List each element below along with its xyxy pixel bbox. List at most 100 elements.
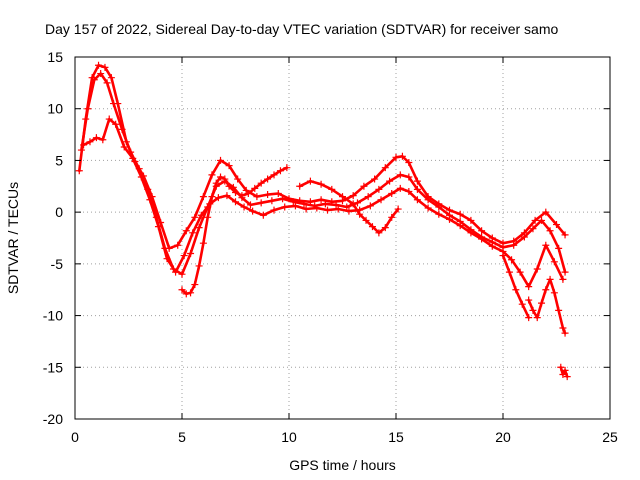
- data-point-marker: [557, 363, 565, 371]
- data-point-marker: [189, 229, 197, 237]
- data-point-marker: [195, 262, 203, 270]
- y-tick-label: -15: [43, 359, 63, 375]
- data-point-marker: [283, 164, 291, 172]
- data-point-marker: [510, 241, 518, 249]
- data-point-marker: [84, 105, 92, 113]
- data-point-marker: [559, 324, 567, 332]
- data-point-marker: [182, 290, 190, 298]
- data-point-marker: [80, 141, 88, 149]
- data-point-marker: [388, 213, 396, 221]
- data-point-marker: [559, 275, 567, 283]
- data-point-marker: [249, 207, 257, 215]
- x-tick-label: 25: [602, 429, 618, 445]
- data-point-marker: [339, 193, 346, 201]
- data-point-marker: [92, 134, 100, 142]
- data-point-marker: [505, 268, 513, 276]
- data-point-marker: [488, 242, 496, 250]
- data-point-marker: [525, 296, 533, 304]
- data-point-marker: [217, 156, 225, 164]
- data-point-marker: [187, 250, 195, 258]
- data-point-marker: [435, 210, 443, 218]
- data-point-marker: [279, 195, 287, 203]
- y-tick-label: -10: [43, 308, 63, 324]
- data-point-marker: [478, 227, 486, 235]
- data-point-marker: [217, 173, 225, 181]
- data-point-marker: [178, 286, 186, 294]
- data-point-marker: [137, 173, 145, 181]
- data-point-marker: [413, 177, 421, 185]
- y-tick-label: 15: [47, 49, 63, 65]
- series-line: [527, 278, 567, 335]
- data-point-marker: [195, 224, 203, 232]
- series-track-7: [499, 252, 533, 322]
- data-point-marker: [174, 241, 182, 249]
- data-point-marker: [234, 175, 242, 183]
- data-point-marker: [95, 61, 103, 69]
- data-point-marker: [212, 179, 220, 187]
- data-point-marker: [182, 227, 190, 235]
- data-point-marker: [276, 167, 284, 175]
- data-point-marker: [199, 239, 207, 247]
- data-point-marker: [208, 193, 216, 201]
- data-point-marker: [553, 221, 560, 229]
- data-point-marker: [214, 194, 222, 202]
- data-point-marker: [375, 229, 383, 237]
- data-point-marker: [232, 198, 239, 206]
- data-point-marker: [531, 216, 539, 224]
- data-point-marker: [413, 185, 421, 193]
- data-point-marker: [246, 201, 254, 209]
- data-point-marker: [199, 193, 207, 201]
- data-point-marker: [270, 206, 278, 214]
- data-point-marker: [424, 196, 432, 204]
- data-point-marker: [197, 211, 205, 219]
- data-point-marker: [225, 162, 233, 170]
- data-point-marker: [163, 255, 171, 263]
- data-point-marker: [396, 184, 404, 192]
- data-point-marker: [413, 196, 421, 204]
- data-point-marker: [268, 197, 276, 205]
- data-point-marker: [516, 268, 524, 276]
- data-point-marker: [291, 202, 299, 210]
- data-point-marker: [533, 314, 541, 322]
- data-point-marker: [253, 193, 261, 201]
- data-point-marker: [232, 188, 239, 196]
- data-point-marker: [555, 244, 563, 252]
- data-point-marker: [178, 270, 186, 278]
- data-point-marker: [296, 182, 304, 190]
- data-point-marker: [274, 190, 282, 198]
- data-point-marker: [405, 173, 413, 181]
- data-point-marker: [525, 314, 533, 322]
- data-point-marker: [533, 265, 541, 273]
- series-track-6: [525, 275, 569, 337]
- data-point-marker: [257, 179, 265, 187]
- data-point-marker: [435, 203, 443, 211]
- data-point-marker: [90, 76, 98, 84]
- data-point-marker: [244, 190, 252, 198]
- data-point-marker: [377, 196, 385, 204]
- data-point-marker: [518, 300, 526, 308]
- x-tick-label: 10: [281, 429, 297, 445]
- y-tick-label: -5: [51, 256, 64, 272]
- data-point-marker: [520, 233, 528, 241]
- data-point-marker: [349, 200, 357, 208]
- series-track-8: [557, 363, 571, 381]
- data-point-marker: [381, 164, 389, 172]
- data-point-marker: [120, 143, 128, 151]
- data-point-marker: [86, 138, 94, 146]
- series-track-5: [296, 177, 402, 237]
- data-point-marker: [97, 70, 105, 78]
- plot-series: [75, 61, 571, 381]
- data-point-marker: [550, 289, 558, 297]
- data-point-marker: [191, 213, 199, 221]
- data-point-marker: [538, 299, 546, 307]
- data-point-marker: [259, 211, 267, 219]
- data-point-marker: [221, 175, 229, 183]
- x-axis-ticks: 0 5 10 15 20 25: [71, 57, 618, 445]
- data-point-marker: [321, 200, 329, 208]
- data-point-marker: [398, 152, 406, 160]
- data-point-marker: [324, 206, 332, 214]
- data-point-marker: [456, 222, 464, 230]
- data-point-marker: [467, 216, 475, 224]
- data-point-marker: [110, 100, 118, 108]
